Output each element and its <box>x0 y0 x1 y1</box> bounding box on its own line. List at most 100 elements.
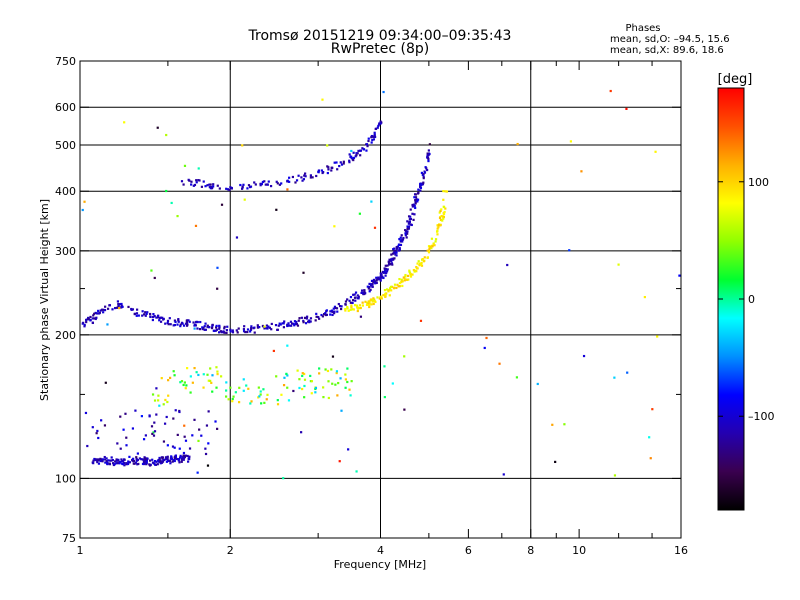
data-point <box>291 175 295 179</box>
chart-title: Tromsø 20151219 09:34:00–09:35:43 <box>248 28 512 44</box>
data-point <box>98 312 101 315</box>
data-point <box>101 458 104 461</box>
data-point <box>353 296 357 299</box>
data-point <box>84 411 88 415</box>
phases-o-stats: mean, sd,O: –94.5, 15.6 <box>610 34 730 45</box>
data-point <box>266 393 269 396</box>
data-point <box>242 389 245 392</box>
data-point <box>408 220 411 224</box>
data-point <box>176 323 179 326</box>
data-point <box>173 374 176 377</box>
data-point <box>103 424 107 427</box>
data-point <box>368 285 371 289</box>
data-point <box>275 180 278 183</box>
data-point <box>216 370 219 373</box>
data-point <box>340 305 343 308</box>
data-point <box>377 278 381 281</box>
data-point <box>407 227 410 230</box>
data-point <box>128 455 131 458</box>
data-point <box>442 198 445 201</box>
data-point <box>411 205 414 208</box>
data-point <box>324 368 327 371</box>
data-point <box>173 446 176 449</box>
data-point <box>207 379 210 382</box>
data-point <box>337 302 340 306</box>
data-point <box>164 322 167 325</box>
data-point <box>408 270 411 273</box>
data-point <box>361 147 364 150</box>
data-point <box>270 322 273 326</box>
data-point <box>216 266 219 269</box>
data-point <box>94 458 97 462</box>
data-point <box>437 226 440 229</box>
data-point <box>347 448 350 451</box>
data-point <box>651 408 654 411</box>
data-point <box>379 277 382 280</box>
data-point <box>159 320 163 323</box>
data-point <box>173 459 176 463</box>
data-point <box>306 320 310 323</box>
data-point <box>329 310 332 313</box>
data-point <box>444 190 447 193</box>
data-point <box>311 176 314 179</box>
data-point <box>170 457 173 461</box>
data-point <box>626 371 629 374</box>
data-point <box>314 319 317 322</box>
data-point <box>392 287 396 290</box>
data-point <box>136 308 139 311</box>
data-point <box>370 141 373 144</box>
data-point <box>253 331 256 334</box>
data-point <box>406 232 409 235</box>
data-point <box>303 172 307 175</box>
data-point <box>297 319 300 322</box>
data-point <box>249 185 253 188</box>
data-point <box>333 312 336 315</box>
data-point <box>370 136 373 139</box>
data-point <box>381 275 384 278</box>
data-point <box>390 253 393 256</box>
data-point <box>150 425 154 428</box>
data-point <box>217 331 221 334</box>
data-point <box>229 386 232 389</box>
data-point <box>202 326 205 329</box>
data-point <box>431 245 434 248</box>
data-point <box>169 323 172 326</box>
data-point <box>396 283 399 286</box>
y-tick-label: 600 <box>55 101 76 114</box>
data-point <box>197 167 200 170</box>
data-point <box>563 423 566 426</box>
data-point <box>404 278 407 281</box>
data-point <box>303 174 306 177</box>
data-point <box>398 285 401 288</box>
data-point <box>99 459 102 463</box>
data-point <box>215 324 218 328</box>
data-point <box>609 89 612 93</box>
data-point <box>242 330 246 333</box>
data-point <box>283 376 286 379</box>
data-point <box>137 462 140 466</box>
data-point <box>265 327 268 330</box>
data-point <box>613 474 617 477</box>
x-tick-label: 16 <box>674 544 688 557</box>
data-point <box>413 270 416 273</box>
data-point <box>241 144 244 147</box>
data-point <box>384 267 388 271</box>
data-point <box>485 336 488 340</box>
data-point <box>229 186 232 189</box>
data-point <box>378 123 381 126</box>
data-point <box>175 457 179 461</box>
data-point <box>211 374 214 377</box>
data-point <box>166 457 169 460</box>
data-point <box>215 386 218 389</box>
data-point <box>267 180 270 183</box>
data-point <box>188 447 192 450</box>
data-point <box>231 397 234 401</box>
data-point <box>388 294 391 297</box>
data-point <box>179 381 182 384</box>
data-point <box>399 239 402 242</box>
data-point <box>363 291 366 294</box>
data-point <box>417 260 420 263</box>
data-point <box>151 318 154 322</box>
data-point <box>247 387 250 390</box>
data-point <box>166 319 170 322</box>
